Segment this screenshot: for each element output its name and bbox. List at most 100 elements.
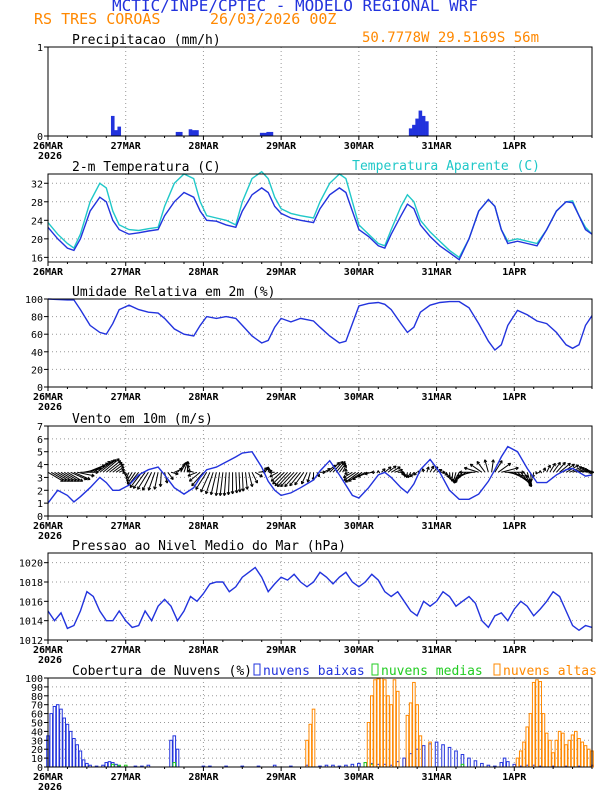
- x-tick-label: 31MAR: [422, 141, 453, 152]
- wind-vector: [307, 472, 311, 483]
- x-tick-label: 28MAR: [188, 772, 219, 783]
- y-tick-label: 60: [31, 330, 43, 341]
- bar-nuvens-altas: [405, 714, 410, 768]
- x-tick-label: 31MAR: [422, 521, 453, 532]
- wind-vector-head: [483, 459, 488, 463]
- bar-nuvens-altas: [577, 738, 581, 768]
- wind-vector-head: [269, 473, 273, 478]
- y-tick-label: 16: [31, 253, 43, 264]
- legend-label-nuvens-baixas: nuvens baixas: [263, 664, 365, 679]
- wind-vector-head: [455, 475, 459, 480]
- bar-nuvens-altas: [379, 677, 384, 768]
- wind-vector: [189, 471, 201, 482]
- wind-vector-head: [175, 471, 179, 476]
- bar-precipitacao: [188, 129, 193, 137]
- wind-vector-head: [241, 488, 245, 492]
- bar-nuvens-baixas: [52, 705, 57, 768]
- wind-vector: [552, 462, 561, 473]
- bar-nuvens-baixas: [473, 760, 478, 768]
- x-tick-label: 27MAR: [111, 645, 142, 656]
- x-tick-label: 31MAR: [422, 772, 453, 783]
- x-tick-label: 28MAR: [188, 521, 219, 532]
- wind-vector: [77, 471, 95, 477]
- wind-vector: [301, 472, 308, 485]
- wind-vector: [449, 472, 451, 480]
- wind-vector-head: [270, 478, 275, 482]
- wind-vector: [274, 471, 288, 487]
- wind-vector: [343, 471, 356, 481]
- wind-vector-head: [170, 476, 174, 480]
- x-tick-label: 26MAR: [33, 141, 64, 152]
- bar-nuvens-altas: [570, 734, 575, 768]
- x-tick-label: 26MAR: [33, 645, 64, 656]
- wind-vector: [205, 472, 214, 495]
- panel-title: 2-m Temperatura (C): [72, 160, 221, 175]
- wind-vector-head: [357, 474, 361, 478]
- wind-vector-head: [426, 466, 430, 470]
- bar-nuvens-altas: [305, 739, 309, 768]
- wind-vector: [235, 472, 238, 494]
- wind-vector-head: [79, 478, 84, 482]
- bar-nuvens-altas: [408, 702, 413, 768]
- wind-vector-head: [388, 466, 392, 470]
- wind-vector-head: [222, 492, 227, 496]
- wind-vector: [200, 472, 211, 493]
- wind-vector: [335, 461, 346, 473]
- y-tick-label: 0: [37, 512, 43, 523]
- wind-vector-head: [547, 464, 551, 469]
- wind-vector-head: [91, 473, 95, 478]
- wind-vector-head: [200, 489, 204, 493]
- y-tick-label: 100: [25, 674, 43, 685]
- wind-vector-head: [164, 480, 169, 484]
- wind-vector: [348, 471, 363, 482]
- y-tick-label: 100: [25, 295, 43, 306]
- y-tick-label: 0: [37, 383, 43, 394]
- wind-vector: [549, 463, 556, 473]
- wind-vector: [494, 460, 503, 473]
- wind-vector-head: [125, 475, 129, 479]
- x-tick-label: 1APR: [502, 772, 527, 783]
- x-tick-label: 31MAR: [422, 645, 453, 656]
- series-line-temperatura-aparente: [47, 170, 593, 259]
- wind-vector-head: [348, 478, 352, 482]
- wind-vector: [215, 472, 221, 496]
- wind-vector-head: [237, 489, 242, 493]
- y-tick-label: 7: [37, 422, 43, 433]
- wind-vector: [342, 464, 347, 473]
- wind-vector: [142, 472, 153, 491]
- wind-vector-head: [245, 486, 249, 490]
- wind-vector-head: [147, 487, 152, 491]
- bar-precipitacao: [412, 124, 416, 137]
- wind-vector: [323, 468, 331, 473]
- bar-nuvens-baixas: [104, 762, 109, 768]
- wind-vector-head: [413, 472, 417, 476]
- bar-precipitacao: [114, 130, 118, 137]
- bar-nuvens-altas: [574, 730, 578, 768]
- wind-vector-head: [528, 480, 532, 485]
- wind-vector-head: [280, 483, 284, 488]
- x-year-label: 2026: [38, 655, 62, 666]
- wind-vector: [93, 461, 111, 473]
- y-tick-label: 1014: [19, 617, 43, 628]
- wind-vector: [289, 471, 301, 487]
- wind-vector-head: [306, 479, 311, 483]
- wind-vector-head: [122, 470, 126, 475]
- wind-vector: [126, 472, 136, 485]
- wind-vector: [497, 462, 511, 473]
- bar-nuvens-baixas: [447, 746, 452, 768]
- station-coordinates: 50.7778W 29.5169S 56m: [362, 30, 540, 46]
- wind-vector: [195, 472, 208, 490]
- wind-vector: [546, 464, 551, 473]
- y-tick-label: 1: [37, 43, 43, 54]
- x-tick-label: 30MAR: [344, 521, 375, 532]
- wind-vector: [248, 472, 253, 487]
- bar-precipitacao: [418, 110, 423, 137]
- bar-precipitacao: [175, 131, 180, 137]
- wind-vector-head: [129, 484, 134, 489]
- bar-nuvens-altas: [382, 679, 387, 768]
- wind-vector-head: [376, 470, 381, 474]
- x-year-label: 2026: [38, 531, 62, 542]
- bar-nuvens-altas: [366, 722, 371, 768]
- wind-vector-head: [276, 483, 281, 488]
- wind-vector-head: [535, 471, 539, 475]
